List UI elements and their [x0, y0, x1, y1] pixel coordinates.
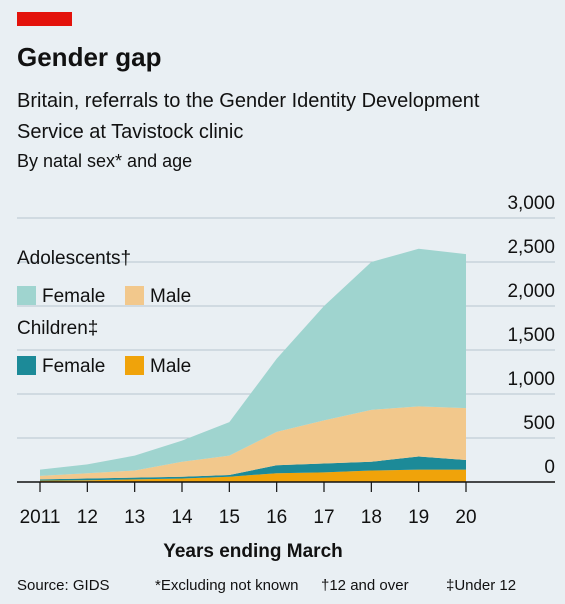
x-tick-label: 17	[313, 507, 334, 528]
x-tick-label: 2011	[20, 507, 61, 528]
x-tick-label: 13	[124, 507, 145, 528]
legend-swatch	[125, 286, 144, 305]
x-tick-label: 14	[171, 507, 193, 528]
chart-subtitle: Britain, referrals to the Gender Identit…	[17, 90, 480, 143]
chart-title: Gender gap	[17, 42, 162, 72]
area	[40, 406, 466, 480]
source: Source: GIDS	[17, 577, 110, 594]
y-tick-label: 0	[544, 457, 555, 478]
y-tick-label: 2,000	[507, 281, 555, 302]
y-tick-label: 1,000	[507, 369, 555, 390]
y-tick-label: 3,000	[507, 193, 555, 214]
area	[40, 456, 466, 481]
legend-label: Female	[42, 356, 105, 377]
x-tick-label: 20	[455, 507, 476, 528]
legend-title: Children‡	[17, 318, 98, 339]
brand-bar	[17, 12, 72, 26]
area	[40, 248, 466, 476]
area	[40, 469, 466, 482]
legend-label: Male	[150, 286, 191, 307]
x-tick-label: 18	[361, 507, 382, 528]
x-tick-label: 15	[219, 507, 240, 528]
y-tick-label: 2,500	[507, 237, 555, 258]
legend-swatch	[17, 356, 36, 375]
footnote: ‡Under 12	[446, 577, 516, 594]
legend-label: Female	[42, 286, 105, 307]
x-tick-label: 12	[77, 507, 98, 528]
footnote: †12 and over	[321, 577, 409, 594]
legend-label: Male	[150, 356, 191, 377]
x-tick-label: 19	[408, 507, 429, 528]
legend-title: Adolescents†	[17, 248, 131, 269]
y-tick-label: 1,500	[507, 325, 555, 346]
chart-subtitle: By natal sex* and age	[17, 151, 193, 171]
x-tick-label: 16	[266, 507, 287, 528]
legend-swatch	[17, 286, 36, 305]
y-tick-label: 500	[523, 413, 555, 434]
footnote: *Excluding not known	[155, 577, 298, 594]
x-axis-label: Years ending March	[163, 541, 343, 562]
legend-swatch	[125, 356, 144, 375]
